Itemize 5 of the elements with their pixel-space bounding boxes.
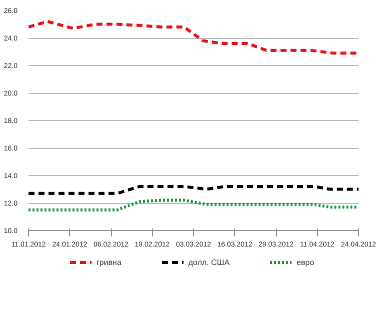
legend-label: долл. США	[188, 258, 230, 266]
line-series	[28, 198, 358, 212]
legend-label: евро	[296, 258, 316, 266]
line-series	[28, 20, 358, 55]
legend-label: гривна	[96, 258, 122, 266]
